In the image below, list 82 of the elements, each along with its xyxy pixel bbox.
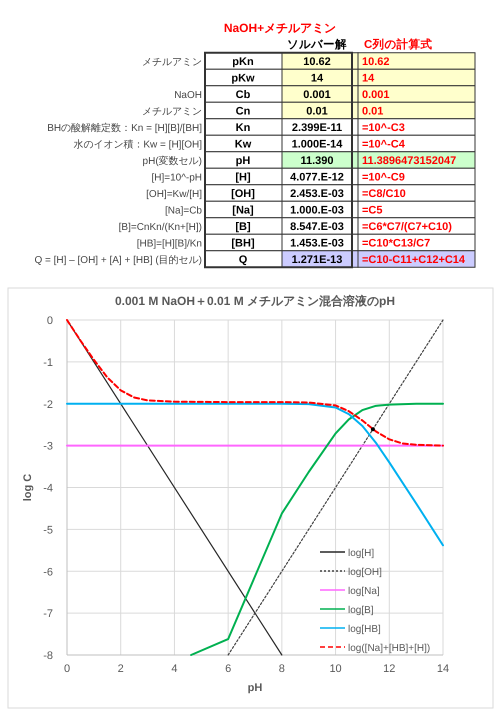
- category-label: C列の計算式: [364, 37, 432, 51]
- text: 1.000.E-03: [290, 204, 344, 216]
- text: メチルアミン: [142, 57, 202, 68]
- y-tick-label: -3: [43, 440, 53, 453]
- text: 14: [310, 72, 324, 84]
- x-tick-label: 6: [225, 663, 232, 675]
- line-series: [190, 402, 444, 656]
- y-tick-label: -4: [43, 482, 53, 494]
- text: [OH]: [231, 188, 255, 200]
- text: Kn: [236, 122, 250, 134]
- text: =C6*C7/(C7+C10): [362, 221, 452, 233]
- text: =10^-C4: [362, 138, 405, 150]
- text: 0.001: [362, 89, 390, 101]
- text: =C5: [362, 204, 382, 216]
- text: 水のイオン積：Kw = [H][OH]: [73, 140, 202, 150]
- x-tick-label: 10: [329, 663, 342, 675]
- text: 8.547.E-03: [290, 221, 344, 233]
- y-tick-label: -1: [43, 356, 53, 369]
- text: [Na]=Cb: [165, 206, 202, 216]
- text: [H]=10^-pH: [151, 172, 202, 184]
- y-tick-label: -7: [43, 608, 53, 620]
- text: [Na]: [232, 204, 254, 216]
- x-tick-label: 0: [64, 663, 70, 675]
- text: NaOH+メチルアミン: [224, 21, 336, 35]
- text: 1.271E-13: [292, 254, 342, 266]
- text: メチルアミン: [142, 106, 202, 118]
- text: Q = [H] – [OH] + [A] + [HB] (目的セル): [34, 255, 202, 266]
- category-label: ソルバー解: [287, 38, 347, 51]
- x-tick-label: 2: [118, 663, 124, 675]
- text: 4.077.E-12: [290, 172, 344, 184]
- line-series: [66, 402, 444, 546]
- text: =10^-C9: [362, 172, 405, 184]
- x-tick-label: 8: [278, 663, 285, 675]
- text: 10.62: [303, 56, 331, 68]
- y-tick-label: -2: [43, 398, 53, 411]
- text: NaOH: [174, 90, 202, 101]
- legend-label: log[HB]: [348, 624, 382, 635]
- text: =C8/C10: [362, 188, 406, 200]
- text: 2.453.E-03: [290, 188, 344, 200]
- legend-label: log[H]: [348, 548, 374, 559]
- text: 0.01: [306, 106, 328, 118]
- text: =C10*C13/C7: [362, 238, 430, 250]
- chart-title: 0.001 M NaOH＋0.01 M メチルアミン混合溶液のpH: [114, 294, 396, 308]
- text: [OH]=Kw/[H]: [146, 189, 202, 200]
- text: pKw: [231, 72, 255, 84]
- text: Cb: [236, 89, 250, 101]
- x-axis-title: pH: [248, 682, 262, 694]
- text: [B]=CnKn/(Kn+[H]): [118, 222, 202, 233]
- x-tick-label: 12: [383, 663, 396, 675]
- y-tick-label: 0: [46, 315, 53, 327]
- text: [BH]: [231, 238, 255, 250]
- text: =C10-C11+C12+C14: [362, 254, 466, 266]
- text: 10.62: [362, 56, 390, 68]
- text: 1.453.E-03: [290, 238, 344, 250]
- x-tick-label: 4: [171, 663, 178, 675]
- x-tick-label: 14: [436, 663, 450, 675]
- text: [B]: [235, 221, 251, 233]
- text: Kw: [234, 138, 252, 150]
- text: pKn: [232, 56, 254, 68]
- y-tick-label: -8: [43, 650, 53, 662]
- text: pH: [236, 155, 250, 167]
- legend-label: log[B]: [348, 605, 374, 616]
- text: [H]: [235, 172, 251, 184]
- y-tick-label: -6: [43, 566, 53, 578]
- text: pH(変数セル): [142, 156, 202, 167]
- text: 1.000E-14: [292, 138, 342, 150]
- legend-label: log([Na]+[HB]+[H]): [348, 643, 430, 654]
- text: 11.390: [300, 155, 334, 167]
- text: 11.3896473152047: [362, 155, 456, 167]
- y-axis-title: log C: [22, 474, 34, 502]
- legend-label: log[OH]: [348, 567, 382, 578]
- text: BHの酸解離定数：Kn = [H][B]/[BH]: [47, 123, 202, 134]
- text: Cn: [236, 106, 250, 118]
- legend-label: log[Na]: [348, 586, 380, 597]
- text: 14: [362, 72, 374, 84]
- text: Q: [238, 254, 248, 266]
- text: [HB]=[H][B]/Kn: [136, 238, 202, 250]
- text: 2.399E-11: [292, 122, 342, 134]
- y-tick-label: -5: [43, 524, 53, 536]
- text: 0.001: [303, 89, 331, 101]
- text: 0.01: [362, 106, 384, 118]
- text: =10^-C3: [362, 122, 405, 134]
